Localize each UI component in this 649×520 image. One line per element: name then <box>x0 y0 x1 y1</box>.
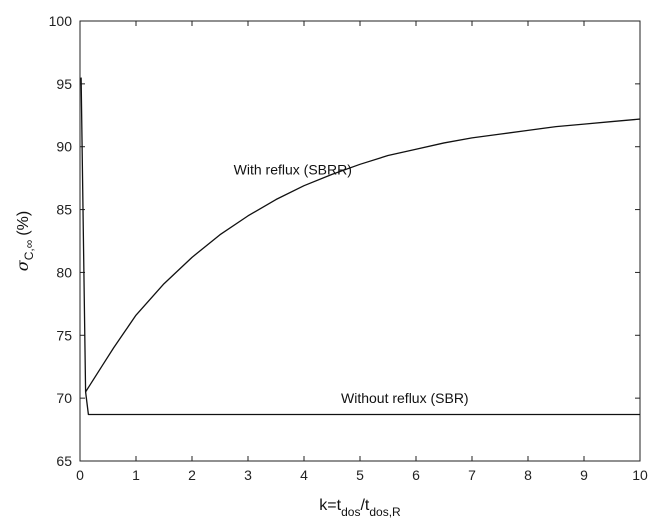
y-tick-label: 90 <box>56 139 72 155</box>
y-tick-label: 85 <box>56 202 72 218</box>
y-axis-label-symbol: σ <box>13 259 32 271</box>
y-axis-label-sub: C,∞ <box>22 240 36 261</box>
y-tick-label: 80 <box>56 264 72 280</box>
x-tick-label: 7 <box>468 467 476 483</box>
x-tick-label: 10 <box>632 467 648 483</box>
y-tick-label: 95 <box>56 76 72 92</box>
axis-ticks: 0 1 2 3 4 5 6 7 8 9 10 65 70 75 80 85 90 95 100 <box>49 13 648 483</box>
y-tick-label: 75 <box>56 327 72 343</box>
x-axis-label: k=tdos/tdos,R <box>319 497 401 519</box>
x-tick-label: 5 <box>356 467 364 483</box>
y-tick-label: 65 <box>56 453 72 469</box>
x-tick-label: 2 <box>188 467 196 483</box>
annotation-label: Without reflux (SBR) <box>341 390 469 406</box>
series-layer <box>80 77 641 416</box>
x-tick-label: 9 <box>580 467 588 483</box>
x-tick-label: 8 <box>524 467 532 483</box>
x-axis-label-main: k=t <box>319 497 341 514</box>
x-tick-label: 1 <box>132 467 140 483</box>
series-line-1 <box>80 77 641 393</box>
annotations-layer: With reflux (SBRR) Without reflux (SBR) <box>234 161 469 406</box>
annotation-label: With reflux (SBRR) <box>234 161 352 177</box>
x-tick-label: 0 <box>76 467 84 483</box>
y-axis-label-unit: (%) <box>15 211 32 236</box>
series-line-2 <box>84 391 640 416</box>
y-tick-label: 100 <box>49 13 73 29</box>
x-axis-label-sub1: dos <box>341 505 360 519</box>
x-tick-label: 3 <box>244 467 252 483</box>
x-axis-label-sub2: dos,R <box>369 505 401 519</box>
x-axis-label-slash: /t <box>360 497 369 514</box>
x-tick-label: 6 <box>412 467 420 483</box>
y-axis-label: σC,∞ (%) <box>13 211 36 271</box>
y-tick-label: 70 <box>56 390 72 406</box>
x-tick-label: 4 <box>300 467 308 483</box>
